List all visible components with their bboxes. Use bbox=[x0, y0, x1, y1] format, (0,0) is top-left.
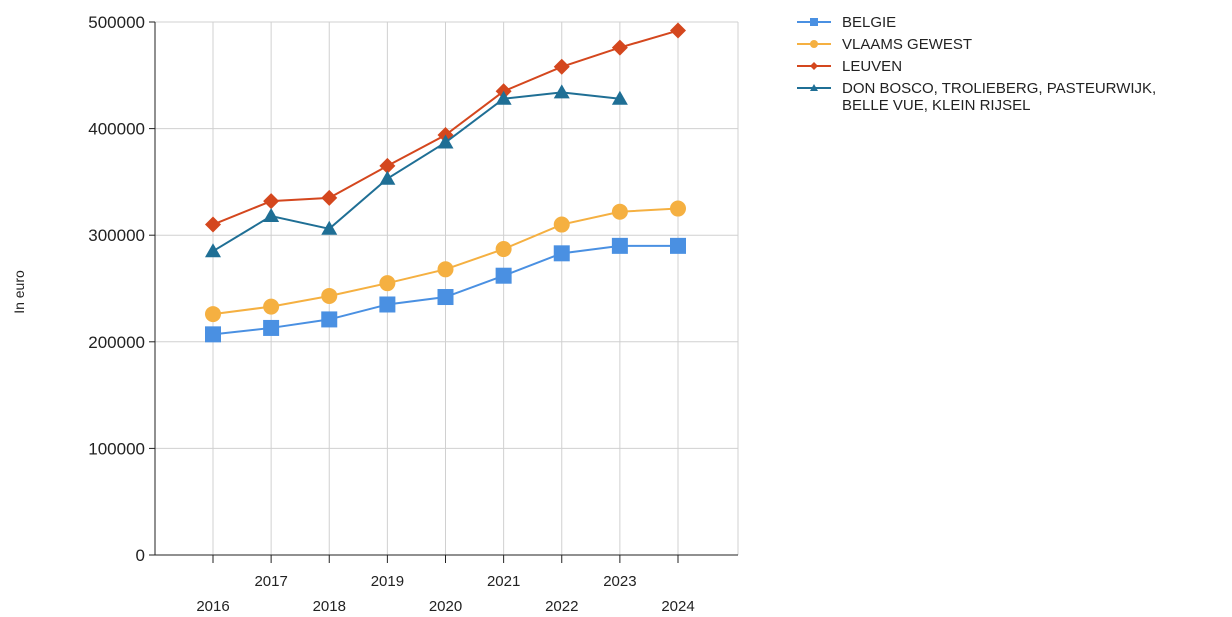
x-tick-label: 2020 bbox=[429, 598, 462, 615]
data-point bbox=[205, 243, 221, 258]
data-point bbox=[437, 261, 454, 278]
data-point bbox=[670, 22, 686, 39]
x-tick-label: 2024 bbox=[661, 598, 694, 615]
x-tick-label: 2022 bbox=[545, 598, 578, 615]
data-point bbox=[553, 58, 570, 75]
data-point bbox=[611, 203, 628, 220]
data-point bbox=[379, 275, 396, 292]
y-tick-label: 0 bbox=[136, 546, 145, 565]
data-point bbox=[495, 241, 512, 258]
data-point bbox=[321, 220, 338, 235]
x-tick-label: 2017 bbox=[254, 573, 287, 590]
data-point bbox=[553, 216, 570, 233]
data-point bbox=[670, 237, 686, 254]
series-line bbox=[212, 91, 620, 253]
data-point bbox=[379, 170, 396, 185]
y-tick-label: 500000 bbox=[88, 13, 145, 32]
x-tick-label: 2019 bbox=[371, 573, 404, 590]
axes bbox=[149, 21, 738, 563]
y-tick-label: 100000 bbox=[88, 439, 145, 458]
legend-item: LEUVEN bbox=[797, 58, 902, 75]
data-point bbox=[321, 287, 338, 304]
x-tick-label: 2021 bbox=[487, 573, 520, 590]
data-point bbox=[670, 200, 686, 217]
data-point bbox=[379, 157, 396, 174]
data-point bbox=[263, 208, 280, 223]
data-point bbox=[205, 306, 221, 323]
data-point bbox=[495, 90, 512, 105]
data-point bbox=[205, 216, 221, 233]
data-point bbox=[205, 326, 221, 343]
series-3 bbox=[205, 84, 628, 258]
series-group bbox=[205, 22, 686, 343]
legend-item: DON BOSCO, TROLIEBERG, PASTEURWIJK,BELLE… bbox=[797, 80, 1156, 114]
data-point bbox=[495, 267, 512, 284]
data-point bbox=[437, 134, 454, 149]
legend-label: LEUVEN bbox=[842, 58, 902, 75]
legend-label: DON BOSCO, TROLIEBERG, PASTEURWIJK, bbox=[842, 80, 1156, 97]
data-point bbox=[437, 289, 454, 306]
data-point bbox=[611, 90, 628, 105]
y-tick-labels: 0 100000 200000 300000 400000 500000 bbox=[88, 13, 145, 565]
data-point bbox=[553, 84, 570, 99]
data-point bbox=[321, 189, 338, 206]
legend-label: BELLE VUE, KLEIN RIJSEL bbox=[842, 97, 1030, 114]
legend-item: BELGIE bbox=[797, 14, 896, 31]
legend-label: VLAAMS GEWEST bbox=[842, 36, 972, 53]
series-1 bbox=[205, 200, 686, 323]
y-tick-label: 400000 bbox=[88, 120, 145, 139]
legend-swatch-marker bbox=[810, 62, 818, 70]
legend-item: VLAAMS GEWEST bbox=[797, 36, 972, 53]
legend-label: BELGIE bbox=[842, 14, 896, 31]
data-point bbox=[321, 311, 338, 328]
legend-swatch-marker bbox=[810, 40, 818, 48]
data-point bbox=[263, 193, 280, 210]
grid-lines bbox=[155, 21, 739, 555]
data-point bbox=[263, 298, 280, 315]
y-tick-label: 200000 bbox=[88, 333, 145, 352]
series-0 bbox=[205, 237, 686, 343]
legend-swatch-marker bbox=[810, 84, 818, 91]
x-tick-label: 2018 bbox=[313, 598, 346, 615]
data-point bbox=[611, 39, 628, 56]
data-point bbox=[263, 319, 280, 336]
data-point bbox=[611, 237, 628, 254]
data-point bbox=[553, 245, 570, 262]
x-tick-label: 2016 bbox=[196, 598, 229, 615]
x-tick-labels: 2016 2017 2018 2019 2020 2021 2022 2023 2024 bbox=[196, 573, 694, 615]
y-axis-title: In euro bbox=[11, 270, 27, 314]
x-tick-label: 2023 bbox=[603, 573, 636, 590]
legend: BELGIE VLAAMS GEWEST LEUVEN DON BOSCO, TROL… bbox=[797, 14, 1156, 114]
legend-swatch-marker bbox=[810, 18, 818, 26]
y-tick-label: 300000 bbox=[88, 226, 145, 245]
data-point bbox=[379, 296, 396, 313]
